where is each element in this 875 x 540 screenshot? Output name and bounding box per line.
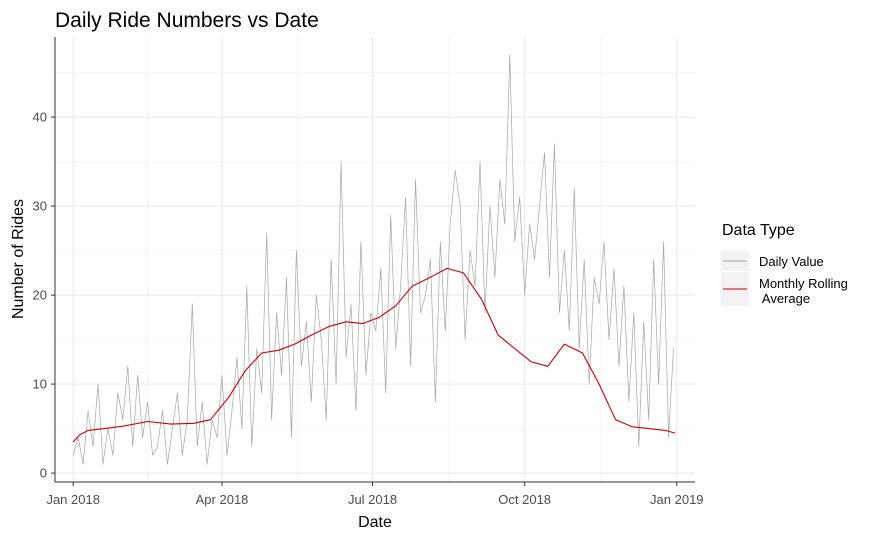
major-grid xyxy=(55,37,695,482)
x-tick-label: Apr 2018 xyxy=(196,492,249,507)
legend: Data Type Daily Value Monthly Rolling Av… xyxy=(721,222,848,306)
y-tick-label: 40 xyxy=(33,110,47,125)
legend-title: Data Type xyxy=(722,222,795,239)
y-tick-label: 20 xyxy=(33,288,47,303)
daily-value-line xyxy=(72,54,674,465)
legend-label-daily-value: Daily Value xyxy=(759,254,824,269)
x-tick-label: Jan 2019 xyxy=(650,492,704,507)
y-tick-label: 10 xyxy=(33,377,47,392)
x-tick-label: Jul 2018 xyxy=(348,492,397,507)
x-tick-label: Oct 2018 xyxy=(498,492,551,507)
x-axis-ticks: Jan 2018 Apr 2018 Jul 2018 Oct 2018 Jan 2019 xyxy=(46,482,704,507)
y-axis-ticks: 0 10 20 30 40 xyxy=(33,110,55,481)
legend-label-rolling-average: Monthly Rolling Average xyxy=(759,276,848,306)
legend-label-line: Monthly Rolling xyxy=(759,276,848,291)
chart-title: Daily Ride Numbers vs Date xyxy=(55,9,319,32)
minor-grid xyxy=(55,37,695,482)
series-monthly-rolling-average xyxy=(72,267,676,443)
y-tick-label: 0 xyxy=(40,466,47,481)
y-axis-title: Number of Rides xyxy=(10,199,27,319)
x-axis-title: Date xyxy=(358,514,392,531)
legend-label-line: Average xyxy=(759,291,810,306)
series-daily-value xyxy=(72,54,674,465)
x-tick-label: Jan 2018 xyxy=(46,492,100,507)
y-tick-label: 30 xyxy=(33,199,47,214)
rolling-average-line xyxy=(72,267,676,443)
